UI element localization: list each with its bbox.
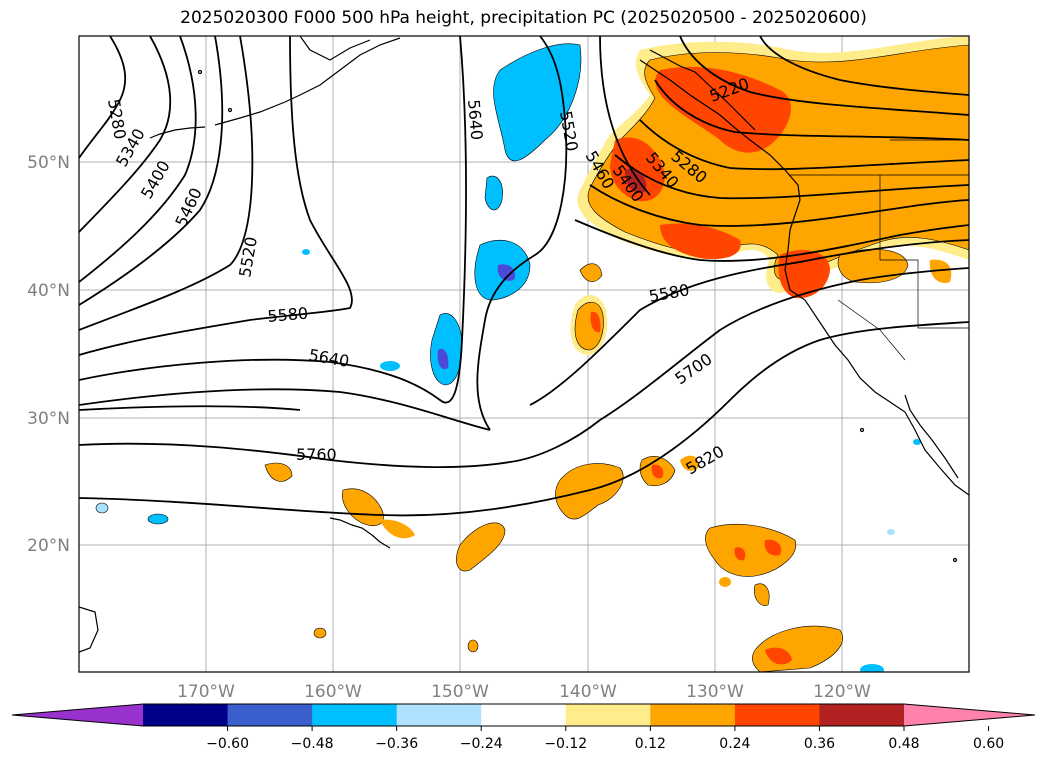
- lat-label-30n: 30°N: [27, 409, 70, 429]
- lon-label-140w: 140°W: [559, 682, 617, 702]
- lon-label-170w: 170°W: [177, 682, 235, 702]
- colorbar-segment: [565, 704, 651, 726]
- colorbar-segment: [143, 704, 229, 726]
- colorbar: −0.60 −0.48 −0.36 −0.24 −0.12 0.12 0.24 0.36 0.4…: [11, 703, 1036, 752]
- positive-precip-anomalies: [264, 36, 969, 672]
- colorbar-segment: [481, 704, 567, 726]
- map-border: [78, 35, 970, 673]
- contour-label: 5760: [296, 445, 337, 464]
- lat-label-50n: 50°N: [27, 153, 70, 173]
- latitude-labels: 50°N 40°N 30°N 20°N: [27, 153, 70, 556]
- colorbar-tick-label: −0.60: [206, 736, 249, 752]
- colorbar-segment: [396, 704, 482, 726]
- colorbar-extend-max: [904, 704, 1035, 726]
- longitude-labels: 170°W 160°W 150°W 140°W 130°W 120°W: [177, 682, 871, 702]
- colorbar-segment: [819, 704, 905, 726]
- lon-label-160w: 160°W: [304, 682, 362, 702]
- contour-label: 5640: [464, 99, 486, 141]
- colorbar-tick-label: 0.12: [635, 736, 666, 752]
- negative-precip-anomalies: [95, 43, 921, 672]
- colorbar-tick-label: −0.12: [544, 736, 587, 752]
- colorbar-tick-label: 0.48: [888, 736, 919, 752]
- colorbar-segment: [312, 704, 398, 726]
- contour-label-group: 5280 5340 5400 5460 5520 5580 5640 5760 …: [104, 74, 752, 478]
- colorbar-tick-label: −0.24: [460, 736, 503, 752]
- height-contours: [79, 36, 969, 517]
- contour-label: 5580: [267, 304, 309, 326]
- colorbar-outline: [11, 703, 1036, 727]
- lat-label-40n: 40°N: [27, 281, 70, 301]
- colorbar-tick-label: 0.60: [973, 736, 1004, 752]
- colorbar-tick-label: −0.48: [291, 736, 334, 752]
- lat-label-20n: 20°N: [27, 536, 70, 556]
- colorbar-segment: [734, 704, 820, 726]
- colorbar-segment: [650, 704, 736, 726]
- colorbar-tick-label: −0.36: [375, 736, 418, 752]
- colorbar-tick-label: 0.24: [719, 736, 750, 752]
- colorbar-tick-label: 0.36: [804, 736, 835, 752]
- lon-label-120w: 120°W: [813, 682, 871, 702]
- colorbar-segment: [227, 704, 313, 726]
- map-title: 2025020300 F000 500 hPa height, precipit…: [180, 8, 867, 28]
- lon-label-130w: 130°W: [686, 682, 744, 702]
- colorbar-extend-min: [12, 704, 143, 726]
- lon-label-150w: 150°W: [431, 682, 489, 702]
- coastlines: [79, 36, 969, 653]
